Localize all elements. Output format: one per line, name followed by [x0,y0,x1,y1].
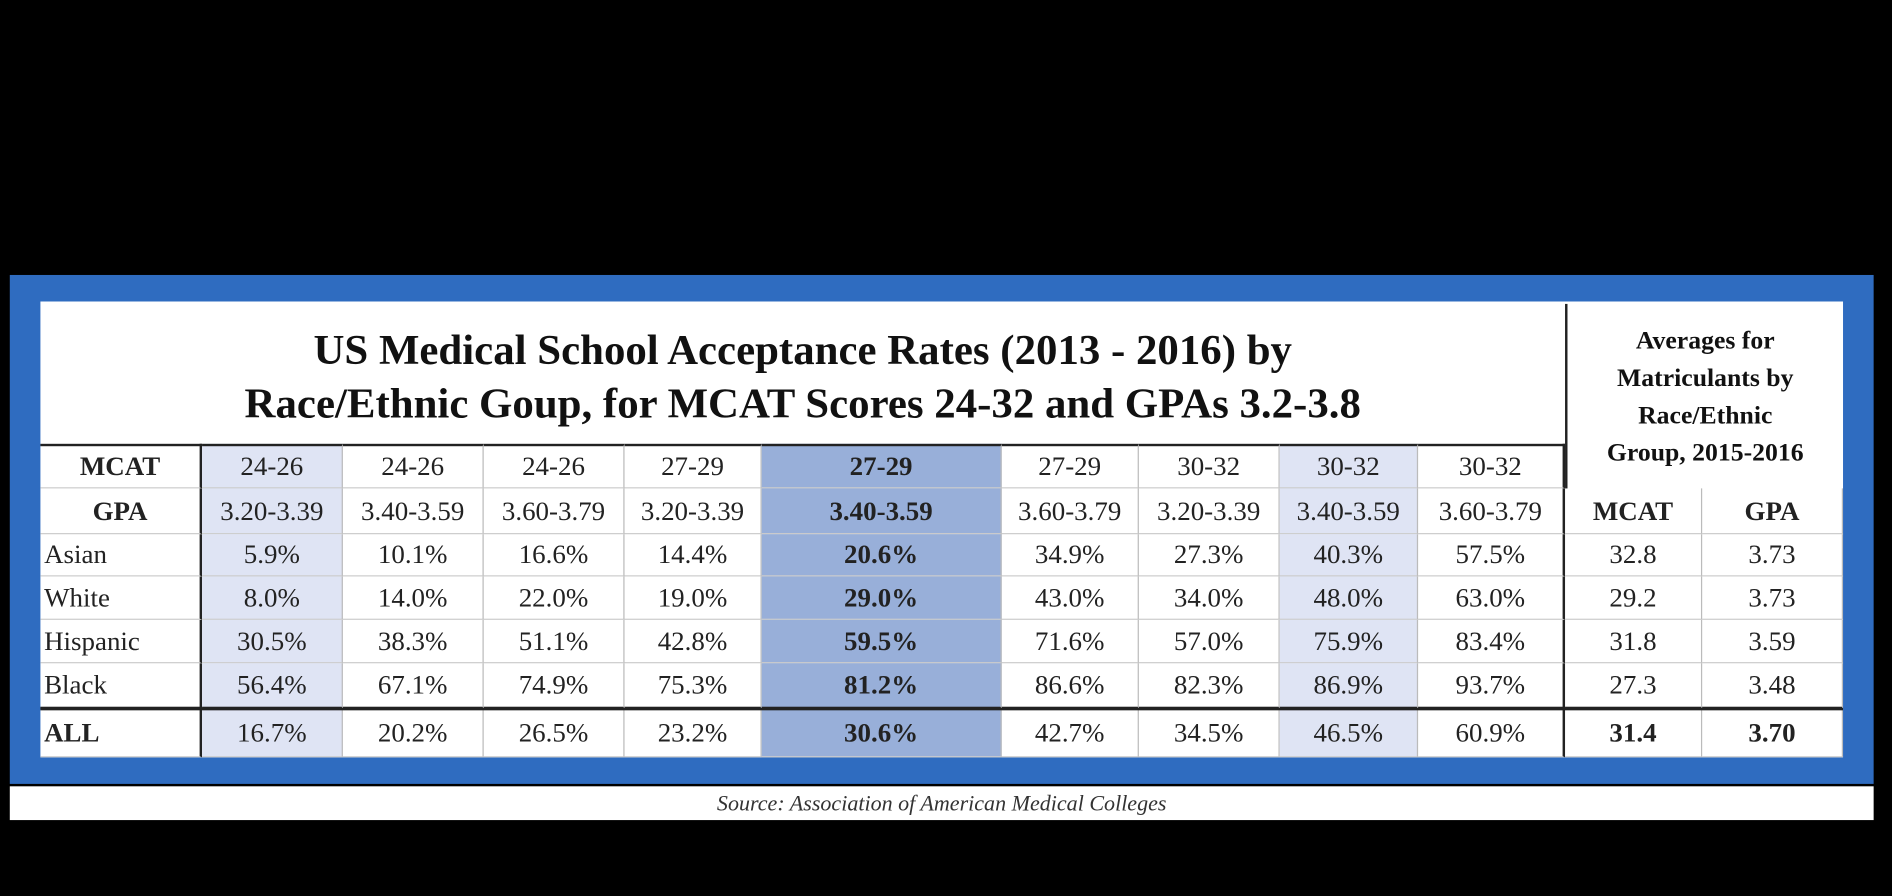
averages-line: Averages for [1635,325,1775,354]
acceptance-rate: 75.3% [624,663,762,710]
averages-line: Matriculants by [1617,362,1794,392]
acceptance-rate: 42.7% [1001,709,1139,758]
group-label: Hispanic [40,619,203,664]
mcat-range: 30-32 [1418,443,1566,489]
acceptance-rate: 8.0% [202,576,343,620]
gpa-range: 3.60-3.79 [483,488,625,535]
acceptance-rate: 86.6% [1001,663,1139,710]
acceptance-rate: 34.9% [1001,534,1139,577]
mcat-range: 27-29 [761,443,1002,489]
acceptance-rate: 38.3% [342,619,484,664]
acceptance-rate: 67.1% [342,663,484,710]
averages-header: GPA [1702,488,1844,535]
acceptance-rate: 14.4% [624,534,762,577]
table-title: US Medical School Acceptance Rates (2013… [40,311,1565,444]
acceptance-rate: 74.9% [483,663,625,710]
acceptance-rate: 71.6% [1001,619,1139,664]
average-gpa: 3.73 [1702,576,1844,620]
gpa-range: 3.40-3.59 [761,488,1002,535]
acceptance-rate: 30.5% [202,619,343,664]
average-gpa: 3.70 [1702,709,1844,758]
acceptance-rate: 56.4% [202,663,343,710]
acceptance-rate: 86.9% [1279,663,1419,710]
acceptance-rate: 16.6% [483,534,625,577]
acceptance-rate: 23.2% [624,709,762,758]
acceptance-rate: 51.1% [483,619,625,664]
title-line: Race/Ethnic Goup, for MCAT Scores 24-32 … [244,379,1361,427]
group-label: Asian [40,534,203,577]
group-label: ALL [40,709,203,758]
acceptance-rate: 19.0% [624,576,762,620]
average-gpa: 3.59 [1702,619,1844,664]
group-label: Black [40,663,203,710]
acceptance-rate: 60.9% [1418,709,1566,758]
acceptance-rate: 20.6% [761,534,1002,577]
acceptance-rate: 40.3% [1279,534,1419,577]
acceptance-rate: 48.0% [1279,576,1419,620]
acceptance-rate: 27.3% [1138,534,1280,577]
acceptance-rate: 83.4% [1418,619,1566,664]
averages-title: Averages for Matriculants by Race/Ethnic… [1565,303,1843,489]
gpa-range: 3.20-3.39 [202,488,343,535]
acceptance-rate: 46.5% [1279,709,1419,758]
gpa-range: 3.20-3.39 [624,488,762,535]
acceptance-rate: 57.0% [1138,619,1280,664]
gpa-range: 3.40-3.59 [342,488,484,535]
acceptance-rate: 43.0% [1001,576,1139,620]
gpa-range: 3.60-3.79 [1418,488,1566,535]
mcat-range: 30-32 [1138,443,1280,489]
acceptance-rate: 57.5% [1418,534,1566,577]
acceptance-rate: 81.2% [761,663,1002,710]
title-line: US Medical School Acceptance Rates (2013… [313,326,1292,374]
average-gpa: 3.73 [1702,534,1844,577]
acceptance-rate: 30.6% [761,709,1002,758]
acceptance-rate: 63.0% [1418,576,1566,620]
acceptance-rate: 59.5% [761,619,1002,664]
average-mcat: 31.8 [1565,619,1703,664]
acceptance-rate: 34.5% [1138,709,1280,758]
gpa-range: 3.40-3.59 [1279,488,1419,535]
mcat-range: 27-29 [624,443,762,489]
average-mcat: 27.3 [1565,663,1703,710]
acceptance-rate: 22.0% [483,576,625,620]
row-header: MCAT [40,443,203,489]
averages-header: MCAT [1565,488,1703,535]
mcat-range: 27-29 [1001,443,1139,489]
acceptance-rate: 14.0% [342,576,484,620]
averages-line: Race/Ethnic [1638,399,1773,429]
acceptance-rate: 75.9% [1279,619,1419,664]
row-header: GPA [40,488,203,535]
acceptance-rate: 20.2% [342,709,484,758]
source-note: Source: Association of American Medical … [9,786,1874,821]
average-mcat: 29.2 [1565,576,1703,620]
divider [40,707,1844,711]
average-gpa: 3.48 [1702,663,1844,710]
mcat-range: 30-32 [1279,443,1419,489]
average-mcat: 31.4 [1565,709,1703,758]
acceptance-rate: 42.8% [624,619,762,664]
group-label: White [40,576,203,620]
gpa-range: 3.20-3.39 [1138,488,1280,535]
acceptance-rate: 5.9% [202,534,343,577]
acceptance-rate: 93.7% [1418,663,1566,710]
mcat-range: 24-26 [202,443,343,489]
acceptance-rate: 29.0% [761,576,1002,620]
mcat-range: 24-26 [483,443,625,489]
acceptance-rate: 10.1% [342,534,484,577]
acceptance-rate: 82.3% [1138,663,1280,710]
averages-line: Group, 2015-2016 [1606,437,1804,467]
mcat-range: 24-26 [342,443,484,489]
acceptance-rate: 16.7% [202,709,343,758]
acceptance-rate: 26.5% [483,709,625,758]
average-mcat: 32.8 [1565,534,1703,577]
acceptance-rate: 34.0% [1138,576,1280,620]
gpa-range: 3.60-3.79 [1001,488,1139,535]
